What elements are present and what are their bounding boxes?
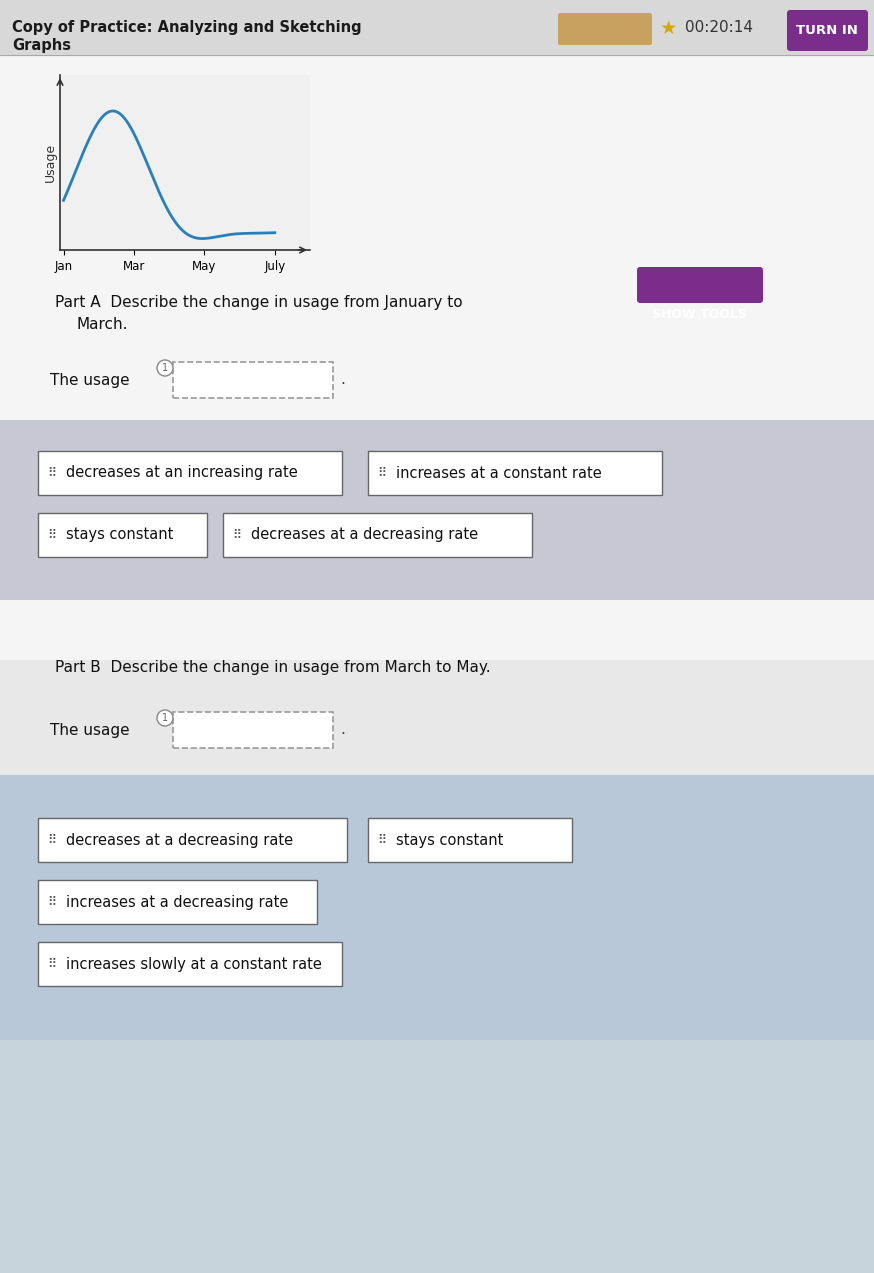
Text: ⠿: ⠿ [47,528,57,541]
FancyBboxPatch shape [173,712,333,749]
Text: Copy of Practice: Analyzing and Sketching: Copy of Practice: Analyzing and Sketchin… [12,20,362,34]
Text: .: . [340,723,345,737]
Text: .: . [340,373,345,387]
Text: ⠿: ⠿ [232,528,241,541]
FancyBboxPatch shape [787,10,868,51]
Text: stays constant: stays constant [66,527,173,542]
Text: Part A  Describe the change in usage from January to: Part A Describe the change in usage from… [55,295,462,311]
FancyBboxPatch shape [38,880,317,924]
Text: ⠿: ⠿ [47,834,57,847]
Text: decreases at a decreasing rate: decreases at a decreasing rate [66,833,293,848]
Text: stays constant: stays constant [396,833,503,848]
Text: Graphs: Graphs [12,38,71,53]
Circle shape [157,710,173,726]
Text: increases at a constant rate: increases at a constant rate [396,466,602,480]
FancyBboxPatch shape [38,513,207,558]
Text: The usage: The usage [50,723,129,737]
FancyBboxPatch shape [637,267,763,303]
FancyBboxPatch shape [173,362,333,398]
Text: March.: March. [77,317,128,332]
FancyBboxPatch shape [558,13,652,45]
Text: ⠿: ⠿ [378,466,386,480]
Y-axis label: Usage: Usage [45,143,57,182]
FancyBboxPatch shape [223,513,532,558]
Text: 00:20:14: 00:20:14 [685,20,753,36]
FancyBboxPatch shape [0,775,874,1040]
FancyBboxPatch shape [0,0,874,55]
FancyBboxPatch shape [38,451,342,495]
Text: ⠿: ⠿ [47,895,57,909]
Text: 1: 1 [162,363,168,373]
Text: The usage: The usage [50,373,129,387]
Text: TURN IN: TURN IN [796,23,858,37]
FancyBboxPatch shape [38,942,342,987]
Text: ⠿: ⠿ [47,466,57,480]
Text: increases at a decreasing rate: increases at a decreasing rate [66,895,288,909]
Text: 1: 1 [162,713,168,723]
FancyBboxPatch shape [368,819,572,862]
Text: Part B  Describe the change in usage from March to May.: Part B Describe the change in usage from… [55,659,490,675]
Text: decreases at an increasing rate: decreases at an increasing rate [66,466,298,480]
Text: increases slowly at a constant rate: increases slowly at a constant rate [66,956,322,971]
FancyBboxPatch shape [0,1040,874,1273]
Text: ⠿: ⠿ [378,834,386,847]
Text: decreases at a decreasing rate: decreases at a decreasing rate [251,527,478,542]
Text: ⠿: ⠿ [47,957,57,970]
FancyBboxPatch shape [0,420,874,600]
Circle shape [157,360,173,376]
Text: SHOW TOOLS: SHOW TOOLS [653,308,747,322]
FancyBboxPatch shape [38,819,347,862]
Text: ★: ★ [659,19,676,37]
FancyBboxPatch shape [0,0,874,659]
FancyBboxPatch shape [368,451,662,495]
